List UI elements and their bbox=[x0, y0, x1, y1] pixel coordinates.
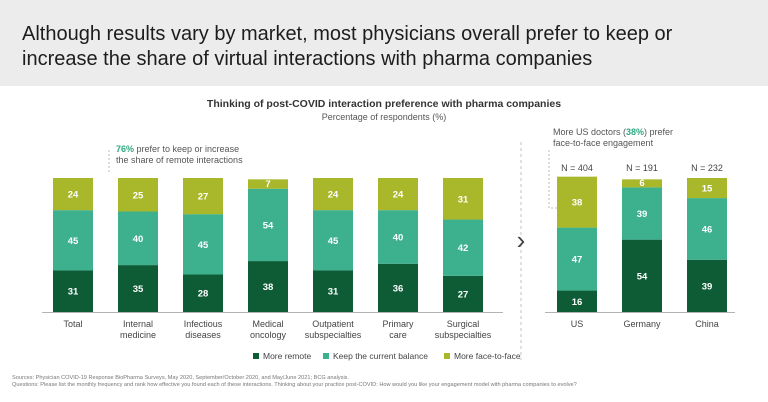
legend-label-0: More remote bbox=[263, 351, 311, 361]
category-label-0-6-line2: subspecialties bbox=[435, 330, 492, 340]
data-label-0-6-2: 31 bbox=[458, 194, 469, 205]
bar-segment-0-5-0 bbox=[378, 263, 418, 312]
bar-segment-0-1-2 bbox=[118, 178, 158, 212]
category-label-0-4-line2: subspecialties bbox=[305, 330, 362, 340]
data-label-1-0-0: 16 bbox=[572, 297, 583, 308]
bar-segment-0-1-0 bbox=[118, 265, 158, 312]
bar-segment-0-3-0 bbox=[248, 261, 288, 312]
n-label-2: N = 232 bbox=[691, 163, 723, 173]
category-label-0-2-line2: diseases bbox=[185, 330, 221, 340]
bar-segment-0-3-1 bbox=[248, 188, 288, 262]
legend-label-1: Keep the current balance bbox=[333, 351, 428, 361]
chart-subtitle: Percentage of respondents (%) bbox=[321, 112, 447, 122]
annotation-right-line1: More US doctors (38%) prefer bbox=[553, 127, 673, 137]
annotation-left-line2: the share of remote interactions bbox=[116, 155, 243, 165]
data-label-0-5-2: 24 bbox=[393, 190, 404, 201]
category-label-0-5-line2: care bbox=[389, 330, 407, 340]
data-label-1-2-0: 39 bbox=[702, 281, 713, 292]
data-label-0-0-1: 45 bbox=[68, 236, 79, 247]
legend-swatch-2 bbox=[444, 353, 450, 359]
bar-segment-0-0-2 bbox=[53, 178, 93, 211]
data-label-0-1-0: 35 bbox=[133, 284, 144, 295]
bar-segment-0-4-1 bbox=[313, 210, 353, 271]
category-label-0-6: Surgical bbox=[447, 319, 480, 329]
category-label-0-1: Internal bbox=[123, 319, 153, 329]
category-label-0-1-line2: medicine bbox=[120, 330, 156, 340]
annotation-right-line2: face-to-face engagement bbox=[553, 138, 654, 148]
data-label-0-5-1: 40 bbox=[393, 232, 404, 243]
legend-label-2: More face-to-face bbox=[454, 351, 521, 361]
bar-segment-1-1-1 bbox=[622, 187, 662, 240]
data-label-1-0-2: 38 bbox=[572, 198, 583, 209]
data-label-0-0-2: 24 bbox=[68, 190, 79, 201]
bar-segment-1-2-1 bbox=[687, 198, 727, 260]
data-label-1-1-1: 39 bbox=[637, 209, 648, 220]
data-label-0-4-2: 24 bbox=[328, 190, 339, 201]
footer-questions: Questions: Please list the monthly frequ… bbox=[12, 382, 577, 388]
data-label-0-0-0: 31 bbox=[68, 287, 79, 298]
legend-swatch-1 bbox=[323, 353, 329, 359]
bar-segment-1-2-2 bbox=[687, 178, 727, 199]
bar-segment-0-2-1 bbox=[183, 214, 223, 275]
category-label-1-0: US bbox=[571, 319, 584, 329]
category-label-0-0: Total bbox=[63, 319, 82, 329]
bar-segment-0-6-2 bbox=[443, 178, 483, 220]
bar-segment-0-1-1 bbox=[118, 211, 158, 266]
data-label-0-5-0: 36 bbox=[393, 283, 404, 294]
bar-segment-1-0-2 bbox=[557, 176, 597, 228]
annotation-leader-right bbox=[548, 150, 557, 209]
data-label-1-2-2: 15 bbox=[702, 184, 713, 195]
n-label-1: N = 191 bbox=[626, 163, 658, 173]
chevron-right-icon: › bbox=[517, 225, 526, 255]
bar-segment-0-3-2 bbox=[248, 179, 288, 189]
bar-segment-1-1-2 bbox=[622, 179, 662, 188]
bar-segment-0-4-0 bbox=[313, 270, 353, 312]
bar-segment-0-5-1 bbox=[378, 210, 418, 264]
data-label-1-1-0: 54 bbox=[637, 271, 648, 282]
header-banner: Although results vary by market, most ph… bbox=[0, 0, 768, 86]
category-label-0-3-line2: oncology bbox=[250, 330, 287, 340]
data-label-0-1-2: 25 bbox=[133, 190, 144, 201]
category-label-0-2: Infectious bbox=[184, 319, 223, 329]
data-label-0-2-2: 27 bbox=[198, 192, 209, 203]
data-label-0-6-0: 27 bbox=[458, 289, 469, 300]
bar-segment-0-4-2 bbox=[313, 178, 353, 211]
data-label-0-2-0: 28 bbox=[198, 289, 209, 300]
data-label-0-3-2: 7 bbox=[265, 179, 270, 190]
bar-segment-0-6-1 bbox=[443, 219, 483, 276]
bar-segment-1-0-0 bbox=[557, 290, 597, 312]
bar-segment-1-1-0 bbox=[622, 239, 662, 312]
chart-title: Thinking of post-COVID interaction prefe… bbox=[206, 98, 562, 110]
bar-segment-1-2-0 bbox=[687, 259, 727, 312]
bar-segment-0-0-0 bbox=[53, 270, 93, 312]
category-label-1-2: China bbox=[695, 319, 719, 329]
category-label-0-5: Primary bbox=[383, 319, 414, 329]
bar-segment-0-2-0 bbox=[183, 274, 223, 312]
data-label-0-6-1: 42 bbox=[458, 243, 469, 254]
category-label-0-4: Outpatient bbox=[312, 319, 354, 329]
data-label-0-4-1: 45 bbox=[328, 236, 339, 247]
bar-segment-0-2-2 bbox=[183, 178, 223, 215]
data-label-1-0-1: 47 bbox=[572, 255, 583, 266]
annotation-left-line1: 76% prefer to keep or increase bbox=[116, 144, 239, 154]
data-label-0-4-0: 31 bbox=[328, 287, 339, 298]
bar-segment-0-5-2 bbox=[378, 178, 418, 211]
data-label-1-1-2: 6 bbox=[639, 178, 644, 189]
legend-swatch-0 bbox=[253, 353, 259, 359]
bar-segment-0-0-1 bbox=[53, 210, 93, 271]
n-label-0: N = 404 bbox=[561, 163, 593, 173]
data-label-0-2-1: 45 bbox=[198, 240, 209, 251]
data-label-0-1-1: 40 bbox=[133, 234, 144, 245]
category-label-0-3: Medical bbox=[252, 319, 283, 329]
data-label-1-2-1: 46 bbox=[702, 224, 713, 235]
bar-segment-0-6-0 bbox=[443, 275, 483, 312]
bar-segment-1-0-1 bbox=[557, 227, 597, 291]
data-label-0-3-1: 54 bbox=[263, 220, 274, 231]
data-label-0-3-0: 38 bbox=[263, 282, 274, 293]
category-label-1-1: Germany bbox=[623, 319, 661, 329]
footer-sources: Sources: Physician COVID-19 Response Bio… bbox=[12, 375, 350, 381]
page-title: Although results vary by market, most ph… bbox=[22, 23, 673, 70]
